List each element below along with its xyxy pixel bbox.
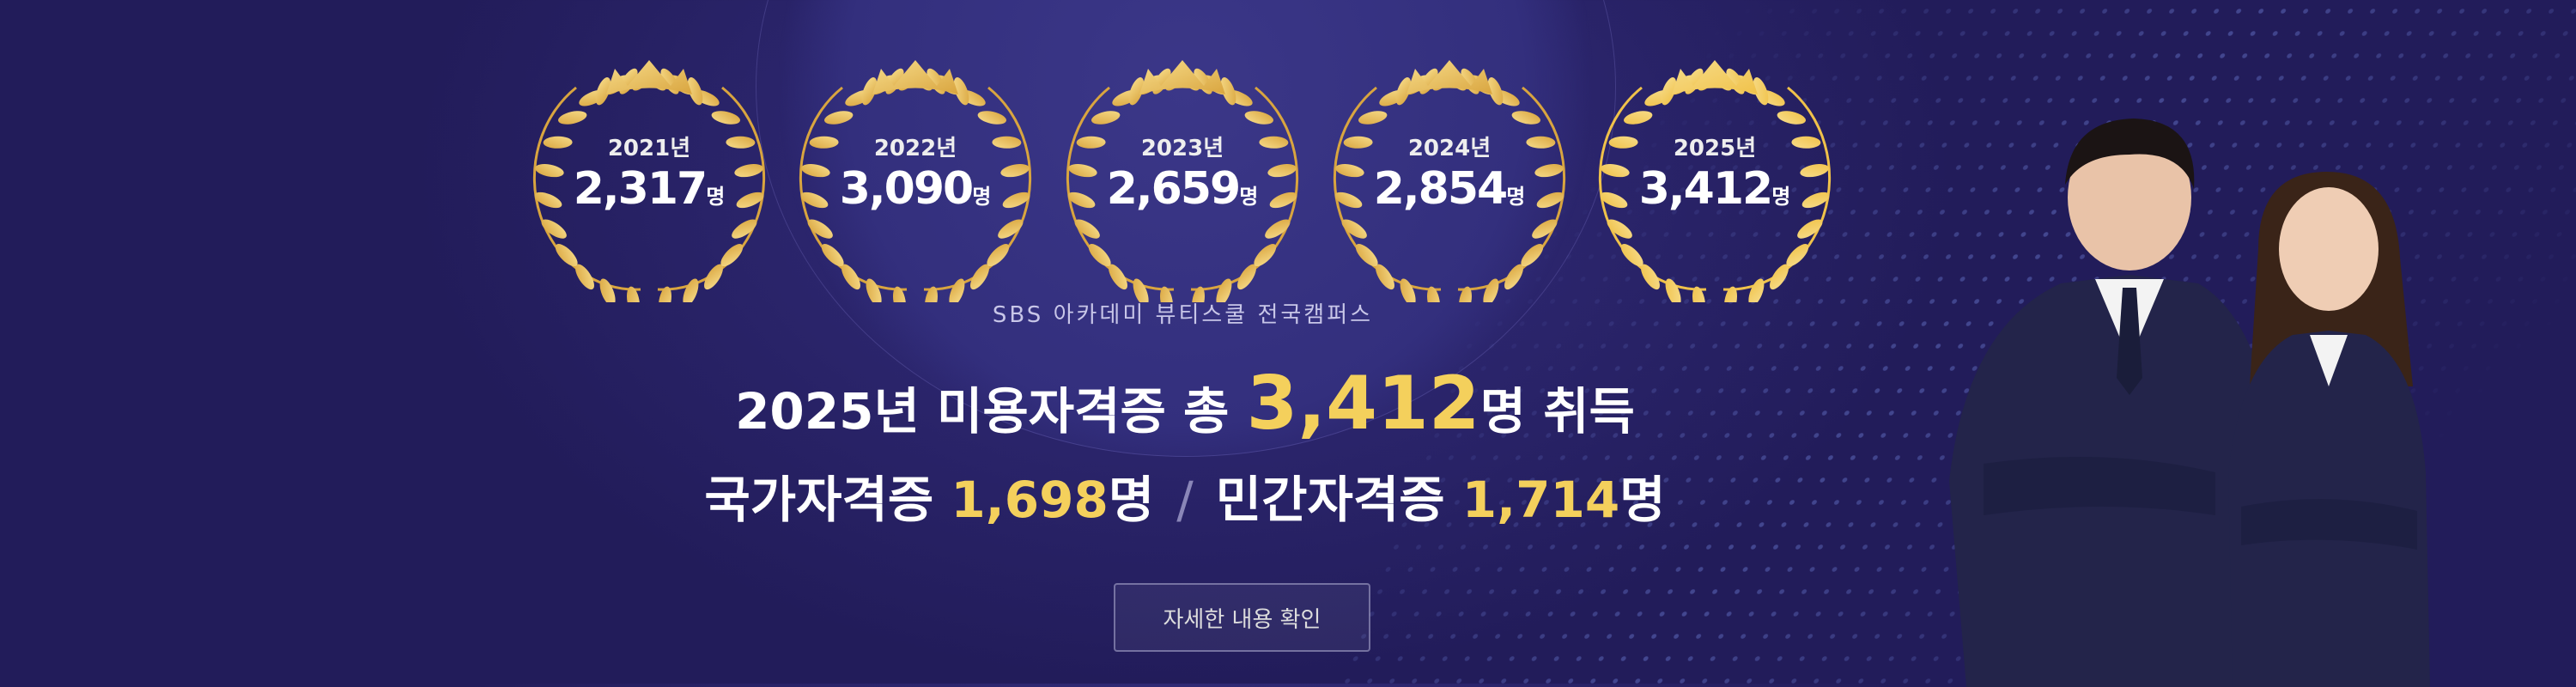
laurel-wreath-icon: [1066, 60, 1299, 302]
award-count: 3,090명: [839, 163, 992, 215]
headline-total: 3,412: [1246, 361, 1480, 447]
award-year: 2025년: [1673, 136, 1757, 161]
award-year: 2021년: [607, 136, 691, 161]
award-2023: 2023년 2,659명: [1058, 53, 1307, 302]
student-girl: [2228, 172, 2430, 687]
subtitle: SBS 아카데미 뷰티스쿨 전국캠퍼스: [992, 302, 1374, 328]
details-button[interactable]: 자세한 내용 확인: [1114, 583, 1370, 652]
laurel-wreath-icon: [1333, 60, 1566, 302]
award-2025: 2025년 3,412명: [1590, 53, 1839, 302]
headline: 2025년 미용자격증 총 3,412명 취득: [735, 361, 1635, 447]
award-count: 3,412명: [1638, 163, 1791, 215]
laurel-wreath-icon: [799, 60, 1032, 302]
breakdown: 국가자격증 1,698명 / 민간자격증 1,714명: [704, 471, 1666, 529]
award-count: 2,854명: [1373, 163, 1526, 215]
award-count: 2,659명: [1106, 163, 1259, 215]
laurel-wreath-icon: [532, 60, 766, 302]
laurel-wreath-icon: [1598, 60, 1832, 302]
award-year: 2022년: [873, 136, 957, 161]
award-2022: 2022년 3,090명: [791, 53, 1040, 302]
national-count: 1,698: [951, 471, 1109, 529]
award-2024: 2024년 2,854명: [1325, 53, 1574, 302]
separator: /: [1176, 471, 1194, 529]
private-count: 1,714: [1461, 471, 1620, 529]
students-photo: [1949, 119, 2430, 687]
award-year: 2024년: [1407, 136, 1492, 161]
student-boy: [1949, 119, 2284, 687]
award-2021: 2021년 2,317명: [525, 53, 774, 302]
award-count: 2,317명: [573, 163, 726, 215]
award-year: 2023년: [1140, 136, 1224, 161]
